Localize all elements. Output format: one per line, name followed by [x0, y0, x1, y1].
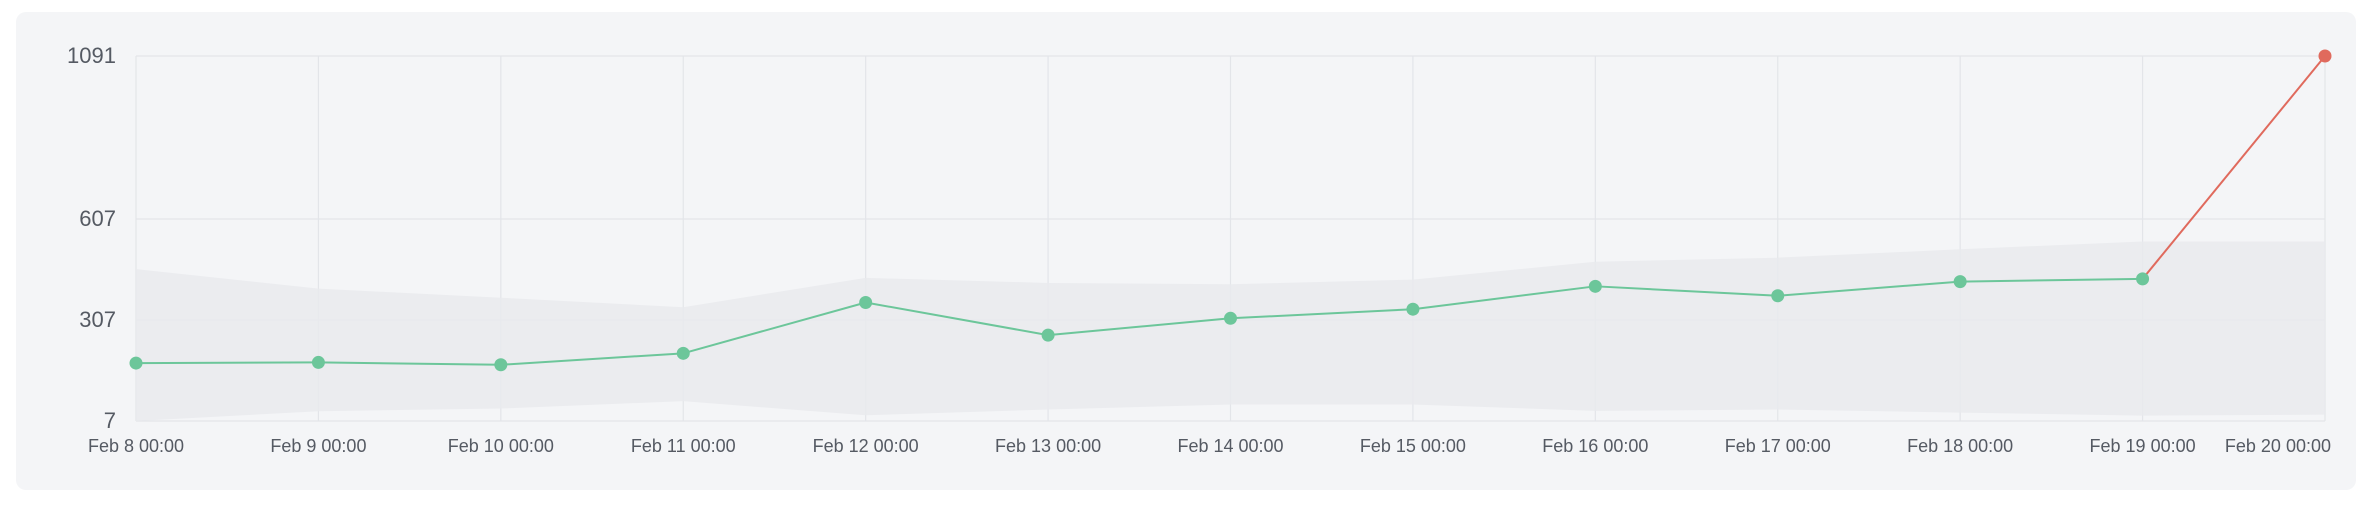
series-line-segment: [500, 352, 684, 366]
series-line-segment: [1412, 285, 1596, 311]
series-line-segment: [865, 301, 1049, 337]
data-point[interactable]: [1771, 289, 1785, 303]
data-point[interactable]: [2136, 272, 2150, 286]
series-line-segment: [1777, 280, 1961, 297]
expected-range-band: [136, 241, 2325, 421]
data-point[interactable]: [311, 355, 325, 369]
series-line-segment: [1047, 317, 1231, 337]
x-tick-label: Feb 10 00:00: [448, 436, 554, 456]
x-tick-label: Feb 17 00:00: [1725, 436, 1831, 456]
x-tick-label: Feb 9 00:00: [270, 436, 366, 456]
x-tick-label: Feb 18 00:00: [1907, 436, 2013, 456]
data-point[interactable]: [1953, 275, 1967, 289]
y-axis-tick-labels: 7 307 607 1091: [67, 43, 116, 433]
x-tick-label: Feb 14 00:00: [1177, 436, 1283, 456]
series-line-segment: [135, 361, 319, 365]
series-line-segment: [2141, 55, 2326, 280]
data-point[interactable]: [676, 346, 690, 360]
data-point[interactable]: [1041, 328, 1055, 342]
y-tick-label: 7: [104, 408, 116, 433]
x-tick-label: Feb 20 00:00: [2225, 436, 2331, 456]
data-point[interactable]: [1406, 302, 1420, 316]
x-tick-label: Feb 19 00:00: [2090, 436, 2196, 456]
data-point[interactable]: [129, 356, 143, 370]
x-tick-label: Feb 16 00:00: [1542, 436, 1648, 456]
series-line-segment: [1230, 308, 1413, 320]
anomaly-data-point[interactable]: [2318, 49, 2332, 63]
data-point[interactable]: [494, 358, 508, 372]
y-tick-label: 1091: [67, 43, 116, 68]
x-axis-tick-labels: Feb 8 00:00 Feb 9 00:00 Feb 10 00:00 Feb 11…: [88, 436, 2331, 456]
series-lines: [135, 55, 2326, 366]
series-line-segment: [318, 361, 501, 366]
series-line-segment: [682, 301, 866, 355]
data-point[interactable]: [1588, 279, 1602, 293]
x-tick-label: Feb 8 00:00: [88, 436, 184, 456]
data-point[interactable]: [859, 295, 873, 309]
series-line-segment: [1960, 277, 2143, 283]
series-line-segment: [1595, 285, 1778, 297]
series-points: [129, 49, 2332, 372]
x-tick-label: Feb 13 00:00: [995, 436, 1101, 456]
data-point[interactable]: [1224, 311, 1237, 325]
y-tick-label: 307: [79, 307, 116, 332]
x-tick-label: Feb 11 00:00: [631, 436, 736, 456]
x-tick-label: Feb 12 00:00: [813, 436, 919, 456]
x-tick-label: Feb 15 00:00: [1360, 436, 1466, 456]
y-tick-label: 607: [79, 206, 116, 231]
